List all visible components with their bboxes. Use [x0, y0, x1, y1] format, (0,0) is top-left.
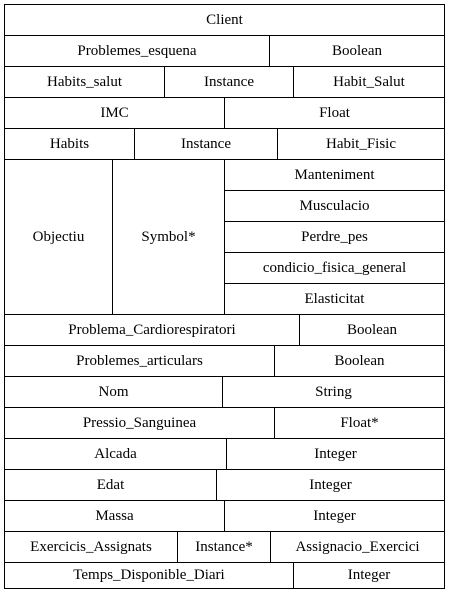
attribute-name-cell: Objectiu	[4, 159, 113, 315]
attribute-name-cell: Habits_salut	[4, 66, 165, 98]
symbol-value-cell: Musculacio	[224, 190, 445, 222]
attribute-kind-cell: Symbol*	[112, 159, 225, 315]
attribute-name-cell: IMC	[4, 97, 225, 129]
attribute-kind-cell: Instance	[164, 66, 294, 98]
attribute-name-cell: Temps_Disponible_Diari	[4, 562, 294, 589]
attribute-type-cell: Habit_Fisic	[277, 128, 445, 160]
attribute-name-cell: Edat	[4, 469, 217, 501]
attribute-name-cell: Alcada	[4, 438, 227, 470]
attribute-name-cell: Problemes_esquena	[4, 35, 270, 67]
attribute-kind-cell: Instance*	[177, 531, 271, 563]
attribute-name-cell: Habits	[4, 128, 135, 160]
attribute-type-cell: Integer	[293, 562, 445, 589]
attribute-type-cell: Assignacio_Exercici	[270, 531, 445, 563]
attribute-type-cell: Habit_Salut	[293, 66, 445, 98]
attribute-name-cell: Exercicis_Assignats	[4, 531, 178, 563]
symbol-value-cell: Elasticitat	[224, 283, 445, 315]
attribute-kind-cell: Instance	[134, 128, 278, 160]
attribute-type-cell: Integer	[216, 469, 445, 501]
attribute-type-cell: Integer	[224, 500, 445, 532]
attribute-name-cell: Problema_Cardiorespiratori	[4, 314, 300, 346]
attribute-type-cell: Integer	[226, 438, 445, 470]
attribute-type-cell: Float*	[274, 407, 445, 439]
class-name-cell: Client	[4, 4, 445, 36]
attribute-type-cell: Boolean	[269, 35, 445, 67]
attribute-name-cell: Massa	[4, 500, 225, 532]
attribute-type-cell: String	[222, 376, 445, 408]
symbol-value-cell: Manteniment	[224, 159, 445, 191]
symbol-value-cell: condicio_fisica_general	[224, 252, 445, 284]
attribute-type-cell: Boolean	[299, 314, 445, 346]
attribute-name-cell: Problemes_articulars	[4, 345, 275, 377]
attribute-name-cell: Pressio_Sanguinea	[4, 407, 275, 439]
attribute-type-cell: Float	[224, 97, 445, 129]
attribute-name-cell: Nom	[4, 376, 223, 408]
symbol-value-cell: Perdre_pes	[224, 221, 445, 253]
attribute-type-cell: Boolean	[274, 345, 445, 377]
